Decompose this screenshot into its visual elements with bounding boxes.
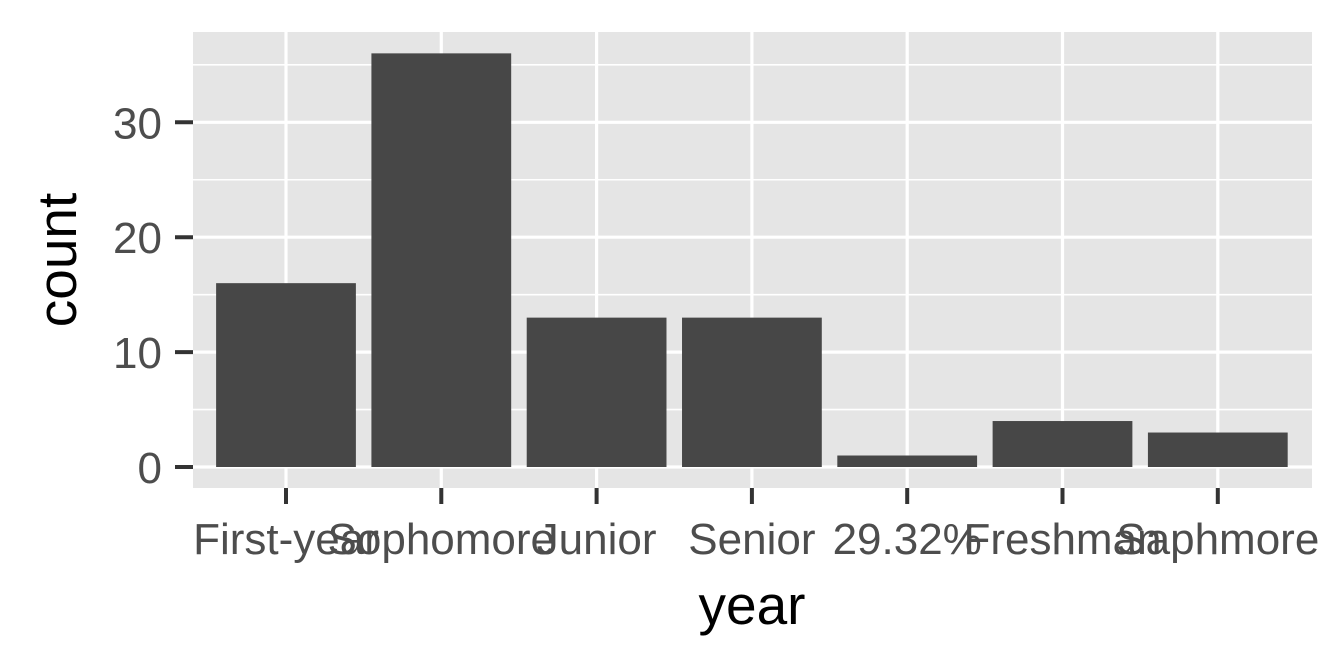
x-tick-label: Senior (688, 515, 815, 564)
bar (682, 317, 822, 467)
x-tick-label: Sophomore (328, 515, 555, 564)
bar (992, 421, 1133, 467)
y-tick-label: 10 (113, 329, 162, 378)
x-tick-label: First-year (193, 515, 379, 564)
bars (216, 53, 1288, 468)
bar (526, 317, 667, 467)
bar (371, 53, 512, 468)
bar (837, 455, 978, 467)
y-axis-title: count (26, 193, 88, 328)
x-tick-label: Saphmore (1116, 515, 1319, 564)
x-axis-title: year (699, 574, 806, 636)
x-tick-label: 29.32% (833, 515, 982, 564)
y-tick-label: 20 (113, 214, 162, 263)
y-axis: 0 10 20 30 (113, 99, 193, 493)
y-tick-label: 30 (113, 99, 162, 148)
y-tick-label: 0 (138, 444, 162, 493)
bar (1147, 432, 1288, 467)
bar (216, 283, 356, 467)
x-tick-label: Freshman (963, 515, 1161, 564)
x-tick-label: Junior (537, 515, 657, 564)
